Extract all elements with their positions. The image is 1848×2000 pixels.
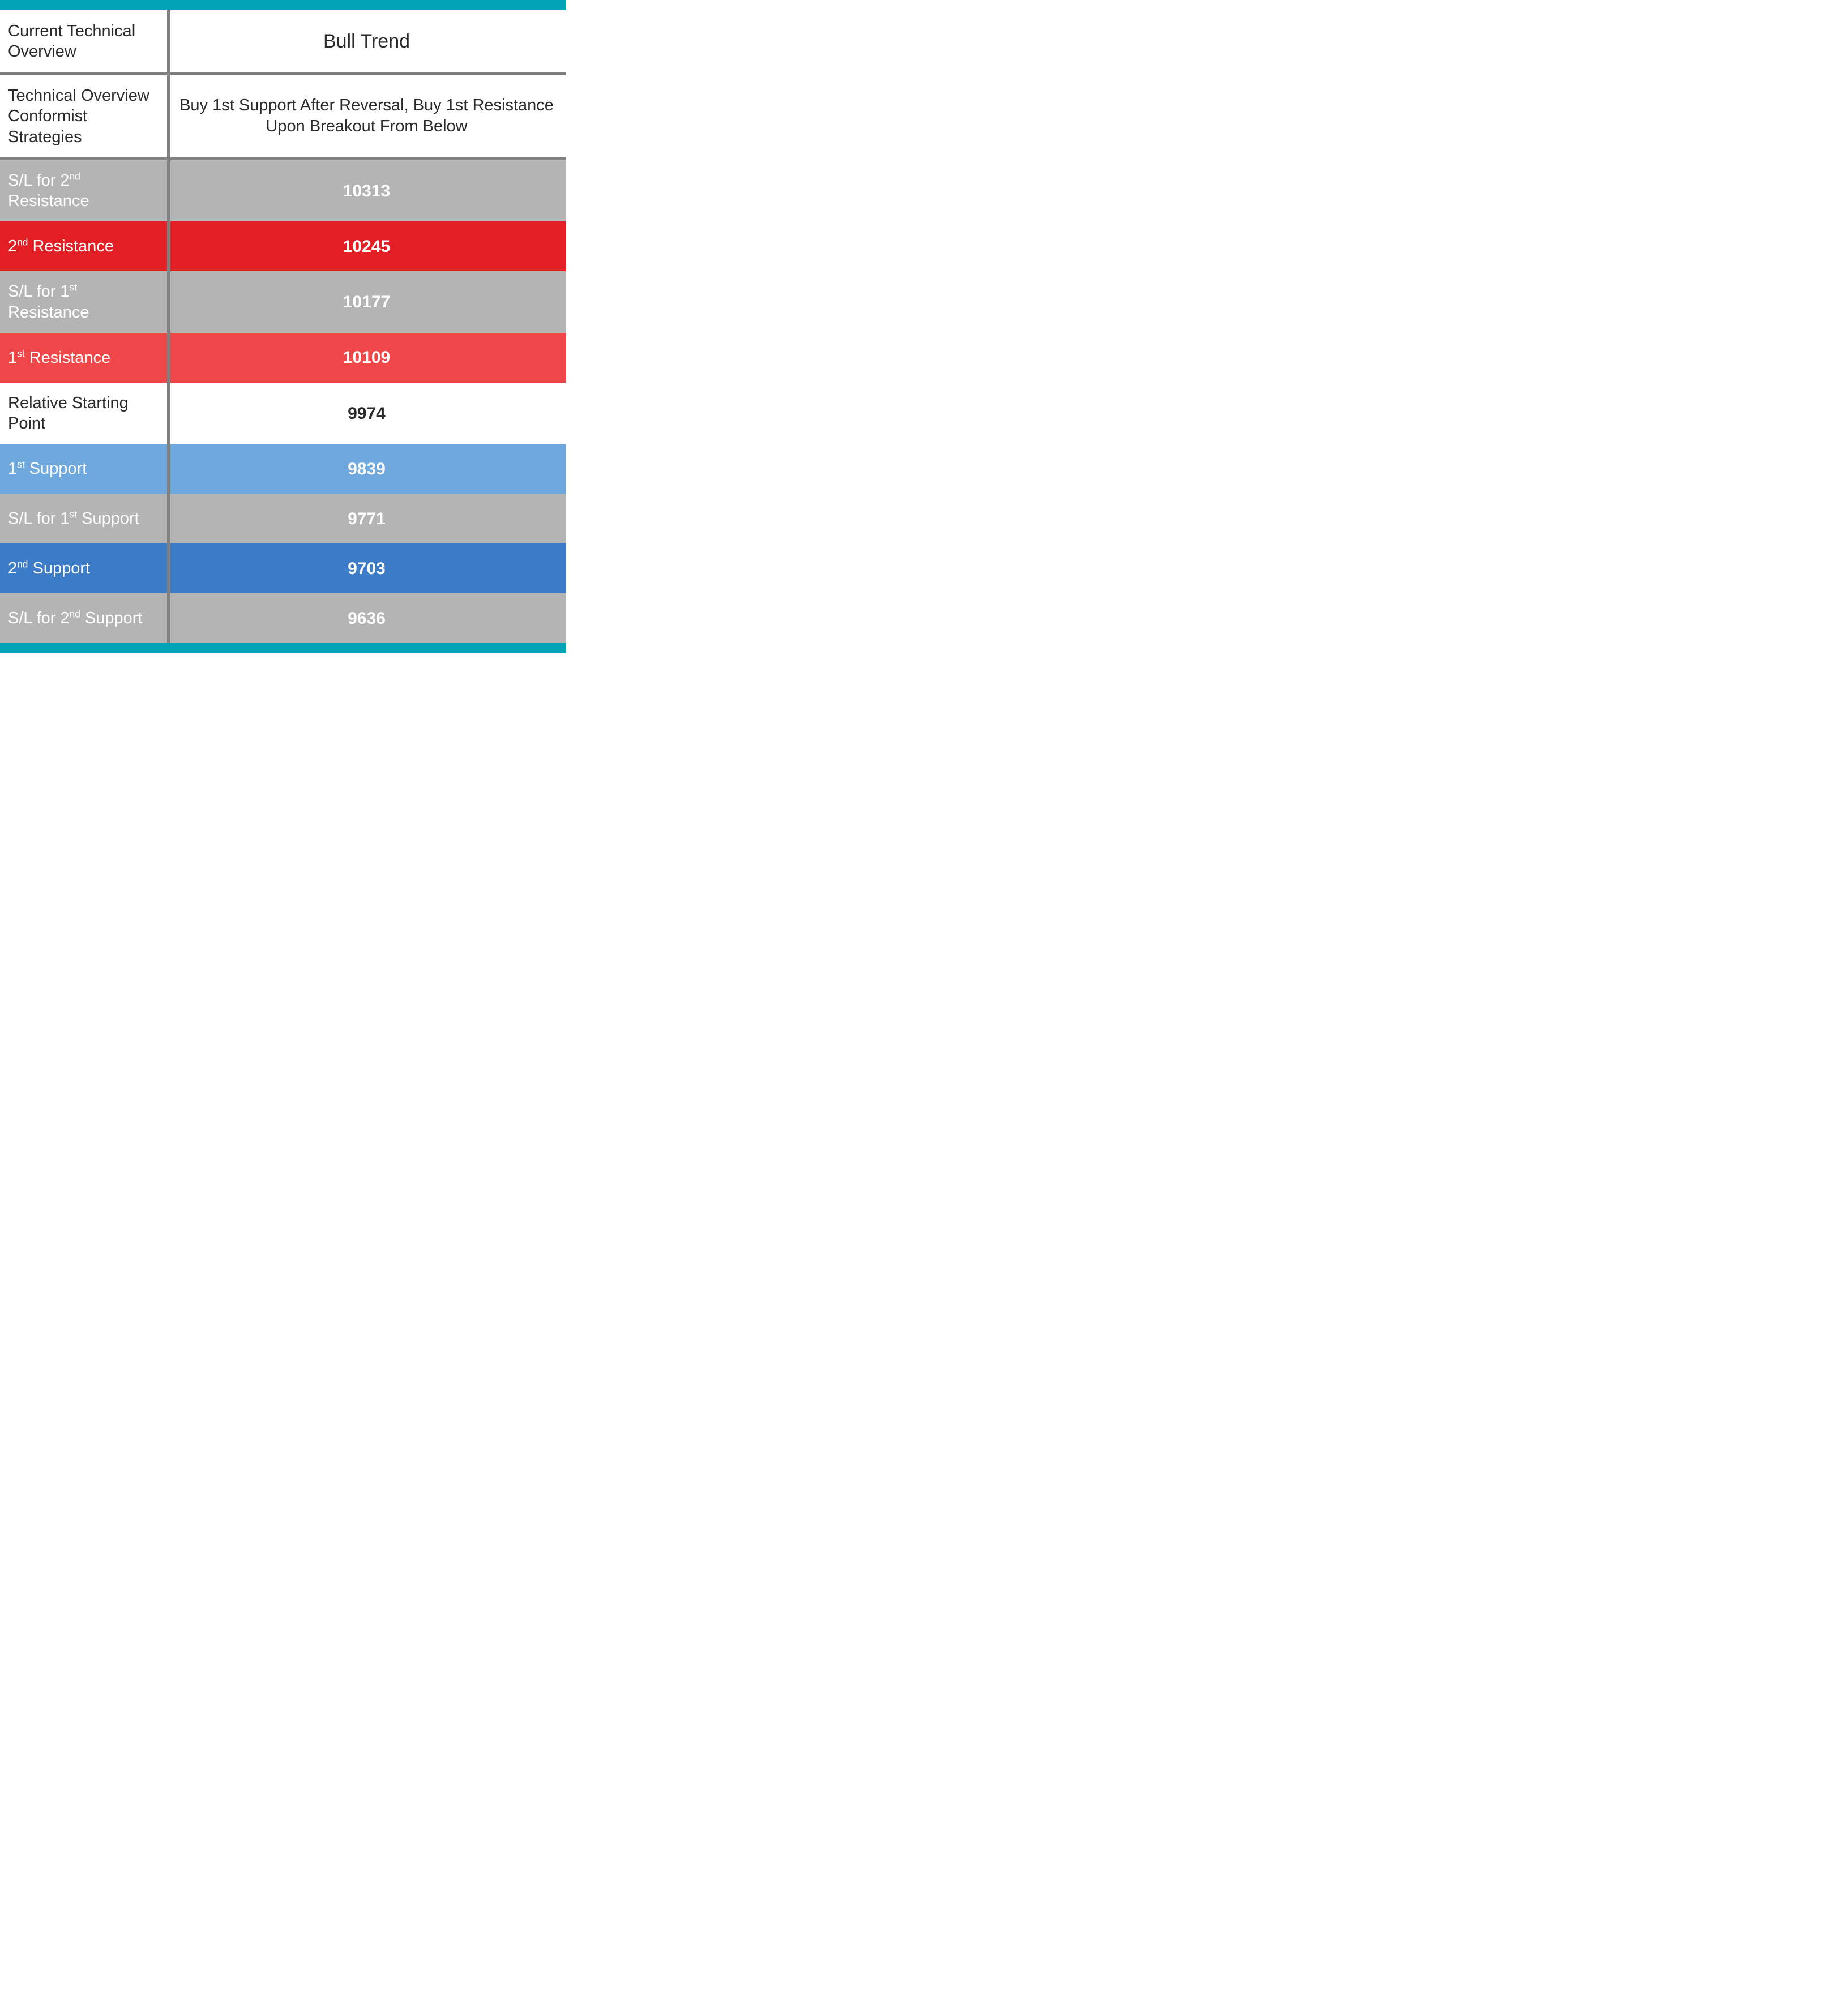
strategy-row: Technical Overview Conformist Strategies… — [0, 75, 566, 157]
table-row: S/L for 1st Support9771 — [0, 494, 566, 543]
strategy-left-label: Technical Overview Conformist Strategies — [0, 75, 167, 157]
strategy-right-value: Buy 1st Support After Reversal, Buy 1st … — [167, 75, 566, 157]
row-label: S/L for 1st Resistance — [0, 271, 167, 333]
row-value: 9771 — [167, 494, 566, 543]
table-row: S/L for 2nd Support9636 — [0, 593, 566, 643]
table-row: S/L for 2nd Resistance10313 — [0, 160, 566, 222]
column-divider — [167, 10, 170, 72]
table-row: 1st Resistance10109 — [0, 333, 566, 383]
row-label: 2nd Resistance — [0, 221, 167, 271]
row-label: 2nd Support — [0, 543, 167, 593]
column-divider — [167, 75, 170, 157]
data-rows-container: S/L for 2nd Resistance103132nd Resistanc… — [0, 160, 566, 644]
row-value: 10109 — [167, 333, 566, 383]
row-label: S/L for 1st Support — [0, 494, 167, 543]
row-value: 9703 — [167, 543, 566, 593]
row-label: 1st Support — [0, 444, 167, 494]
row-value: 9839 — [167, 444, 566, 494]
row-value: 9974 — [167, 383, 566, 444]
row-value: 10313 — [167, 160, 566, 222]
table-row: S/L for 1st Resistance10177 — [0, 271, 566, 333]
header-right-value: Bull Trend — [167, 10, 566, 72]
row-value: 10245 — [167, 221, 566, 271]
column-divider — [167, 593, 170, 643]
column-divider — [167, 543, 170, 593]
column-divider — [167, 383, 170, 444]
header-row: Current Technical Overview Bull Trend — [0, 10, 566, 72]
row-value: 10177 — [167, 271, 566, 333]
header-left-label: Current Technical Overview — [0, 10, 167, 72]
column-divider — [167, 271, 170, 333]
column-divider — [167, 444, 170, 494]
column-divider — [167, 494, 170, 543]
column-divider — [167, 160, 170, 222]
technical-table: Current Technical Overview Bull Trend Te… — [0, 0, 566, 653]
row-value: 9636 — [167, 593, 566, 643]
bottom-accent-bar — [0, 643, 566, 653]
row-label: S/L for 2nd Resistance — [0, 160, 167, 222]
top-accent-bar — [0, 0, 566, 10]
row-label: S/L for 2nd Support — [0, 593, 167, 643]
row-label: 1st Resistance — [0, 333, 167, 383]
table-row: Relative Starting Point9974 — [0, 383, 566, 444]
table-row: 1st Support9839 — [0, 444, 566, 494]
table-wrapper: Current Technical Overview Bull Trend Te… — [0, 0, 566, 653]
column-divider — [167, 221, 170, 271]
column-divider — [167, 333, 170, 383]
table-row: 2nd Support9703 — [0, 543, 566, 593]
table-row: 2nd Resistance10245 — [0, 221, 566, 271]
row-label: Relative Starting Point — [0, 383, 167, 444]
